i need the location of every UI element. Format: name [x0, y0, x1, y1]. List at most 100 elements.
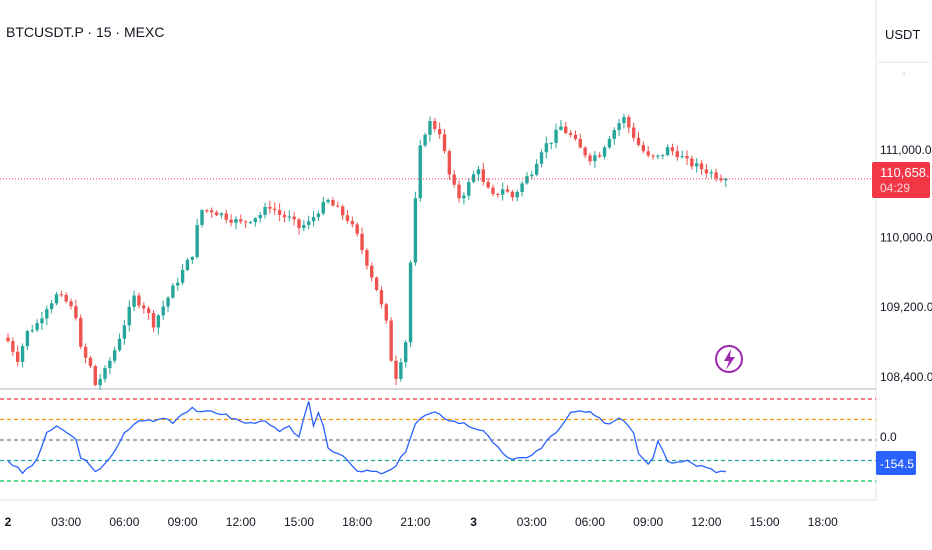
- candle: [709, 169, 713, 179]
- candle: [394, 355, 398, 386]
- candle: [602, 145, 607, 160]
- price-tick-label: 111,000.0: [880, 143, 932, 157]
- candle: [6, 333, 10, 343]
- candle: [253, 217, 258, 227]
- candle: [282, 210, 287, 223]
- indicator-value-label: -154.5: [880, 457, 914, 471]
- time-tick-label: 06:00: [575, 515, 605, 529]
- candle: [54, 291, 59, 306]
- candle: [534, 159, 539, 177]
- candle: [370, 262, 374, 282]
- candle: [307, 215, 311, 229]
- candle: [190, 256, 194, 265]
- candle: [132, 290, 136, 312]
- candle: [491, 184, 495, 197]
- candle: [69, 298, 73, 310]
- candle: [433, 118, 437, 132]
- candle: [45, 305, 49, 326]
- candle: [360, 227, 364, 255]
- candle: [724, 177, 728, 188]
- candle: [316, 210, 321, 221]
- candle: [11, 337, 15, 356]
- currency-label[interactable]: USDT: [885, 27, 921, 42]
- candle: [35, 319, 39, 333]
- candle: [661, 154, 665, 160]
- candle: [350, 216, 355, 228]
- time-tick-label: 3: [470, 515, 477, 529]
- indicator-line: [7, 401, 726, 475]
- candle: [699, 160, 704, 176]
- candle: [326, 198, 330, 204]
- candle: [93, 364, 97, 387]
- candle: [695, 158, 699, 173]
- indicator-series-line: [7, 401, 726, 475]
- candle: [627, 114, 631, 134]
- candle: [234, 216, 238, 230]
- lightning-icon[interactable]: [715, 345, 743, 373]
- candle: [588, 152, 592, 166]
- candle: [568, 129, 573, 138]
- candle: [336, 201, 340, 208]
- candle: [573, 130, 578, 141]
- candle: [166, 296, 170, 313]
- price-tick-label: 108,400.0: [880, 370, 932, 384]
- candle: [229, 214, 233, 227]
- candle: [549, 141, 553, 150]
- candle: [263, 202, 267, 219]
- candle: [646, 146, 650, 158]
- candle: [185, 257, 190, 272]
- candle: [345, 209, 350, 224]
- price-ticks: 111,000.0 110,000.0 109,200.0 108,400.0: [880, 143, 932, 384]
- candle: [665, 144, 670, 157]
- candle: [214, 210, 219, 217]
- candle: [636, 131, 641, 147]
- candle: [40, 311, 44, 330]
- candle: [564, 121, 568, 135]
- candle: [622, 114, 626, 129]
- candle: [374, 276, 379, 292]
- candle: [258, 211, 262, 223]
- candle: [670, 143, 675, 156]
- candle: [88, 356, 93, 369]
- candle: [127, 300, 131, 332]
- countdown-label: 04:29: [880, 181, 910, 195]
- candle: [83, 343, 88, 364]
- candle: [49, 299, 54, 314]
- candle: [389, 317, 393, 362]
- candle: [442, 129, 447, 154]
- candle: [404, 340, 408, 368]
- candle: [399, 358, 403, 382]
- candle: [631, 122, 636, 142]
- candle: [205, 208, 209, 214]
- candle: [74, 299, 78, 321]
- candle: [239, 214, 243, 225]
- candle: [161, 300, 165, 320]
- time-tick-label: 12:00: [226, 515, 256, 529]
- candle: [685, 150, 689, 165]
- candle: [355, 222, 359, 237]
- candle: [384, 302, 388, 324]
- candle: [476, 166, 481, 181]
- axis-dot: ·: [902, 68, 905, 79]
- candle: [641, 141, 646, 154]
- candle: [146, 305, 151, 320]
- candle: [690, 155, 694, 170]
- time-tick-label: 09:00: [633, 515, 663, 529]
- candle: [704, 163, 709, 178]
- candle: [554, 123, 558, 149]
- time-tick-label: 2: [5, 515, 12, 529]
- candle: [137, 292, 141, 309]
- candle: [142, 302, 146, 314]
- candle: [544, 136, 549, 159]
- candle: [16, 345, 20, 367]
- time-tick-label: 09:00: [168, 515, 198, 529]
- candle: [200, 208, 204, 228]
- candle: [607, 136, 612, 149]
- candle: [452, 169, 456, 188]
- candle: [520, 181, 524, 197]
- time-tick-label: 03:00: [51, 515, 81, 529]
- candle: [447, 149, 452, 180]
- candle: [59, 290, 64, 298]
